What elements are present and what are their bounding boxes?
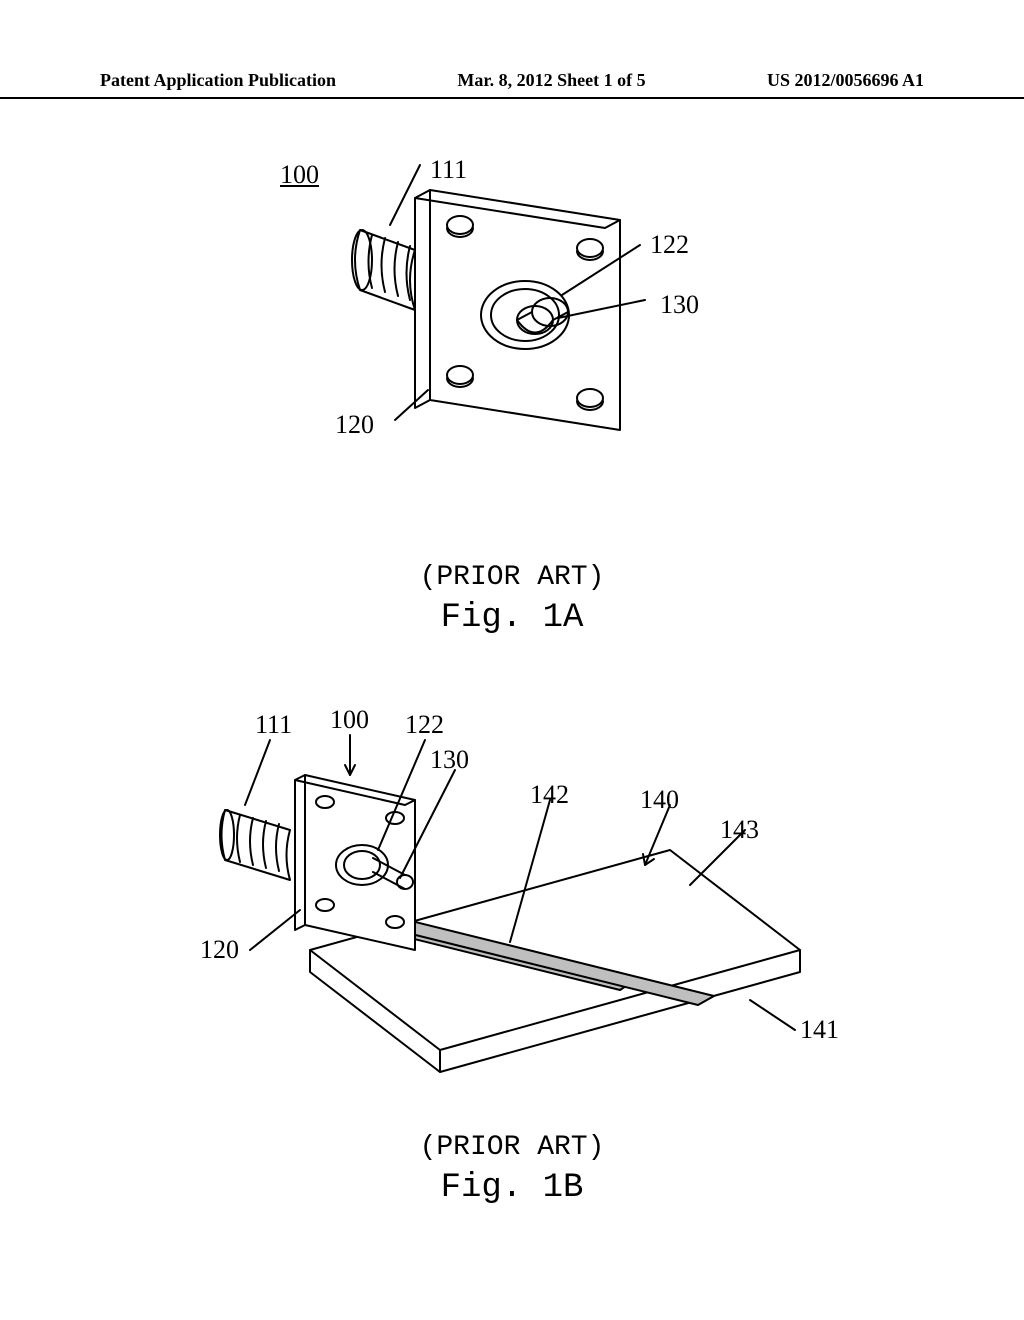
ref-130-b: 130 (430, 745, 469, 775)
page-header: Patent Application Publication Mar. 8, 2… (0, 70, 1024, 99)
ref-100-a: 100 (280, 160, 319, 190)
header-left: Patent Application Publication (100, 70, 336, 91)
ref-130-a: 130 (660, 290, 699, 320)
ref-100-b: 100 (330, 705, 369, 735)
ref-142-b: 142 (530, 780, 569, 810)
figure-1b-caption: (PRIOR ART) Fig. 1B (0, 1130, 1024, 1211)
header-right: US 2012/0056696 A1 (767, 70, 924, 91)
prior-art-b: (PRIOR ART) (0, 1130, 1024, 1166)
ref-120-b: 120 (200, 935, 239, 965)
ref-122-a: 122 (650, 230, 689, 260)
fig-label-a: Fig. 1A (0, 596, 1024, 640)
ref-140-b: 140 (640, 785, 679, 815)
ref-111-b: 111 (255, 710, 292, 740)
ref-143-b: 143 (720, 815, 759, 845)
page-content: 100 111 122 130 120 (PRIOR ART) Fig. 1A (0, 100, 1024, 1320)
figure-1a-drawing (300, 140, 720, 520)
figure-1a-caption: (PRIOR ART) Fig. 1A (0, 560, 1024, 641)
prior-art-a: (PRIOR ART) (0, 560, 1024, 596)
header-center: Mar. 8, 2012 Sheet 1 of 5 (457, 70, 645, 91)
ref-141-b: 141 (800, 1015, 839, 1045)
ref-111-a: 111 (430, 155, 467, 185)
ref-120-a: 120 (335, 410, 374, 440)
ref-122-b: 122 (405, 710, 444, 740)
fig-label-b: Fig. 1B (0, 1166, 1024, 1210)
figure-1b-drawing (190, 680, 830, 1110)
